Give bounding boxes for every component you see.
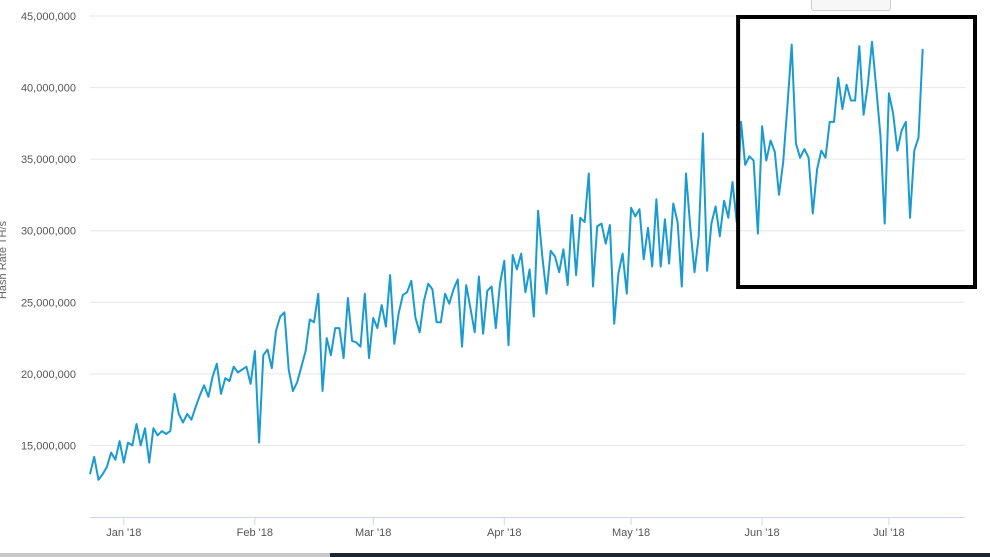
y-tick-label: 45,000,000 — [21, 11, 76, 23]
y-tick-label: 15,000,000 — [21, 440, 76, 452]
x-tick-label: May '18 — [612, 527, 650, 539]
highlight-box — [736, 15, 977, 289]
bottom-strip-light — [0, 553, 330, 557]
x-axis: Jan '18 Feb '18 Mar '18 Apr '18 May '18 Jun '… — [90, 517, 965, 539]
x-tick-label: Apr '18 — [487, 527, 522, 539]
y-tick-label: 20,000,000 — [21, 369, 76, 381]
hash-rate-series — [89, 40, 924, 481]
x-tick-label: Jul '18 — [873, 527, 904, 539]
bottom-strip — [0, 553, 990, 557]
grid-lines — [90, 15, 965, 446]
hash-rate-line — [89, 40, 924, 481]
x-tick-label: Feb '18 — [237, 527, 273, 539]
x-tick-label: Jun '18 — [745, 527, 780, 539]
y-tick-label: 40,000,000 — [21, 83, 76, 95]
y-tick-label: 25,000,000 — [21, 297, 76, 309]
y-tick-label: 30,000,000 — [21, 226, 76, 238]
bottom-strip-dark — [330, 553, 990, 557]
x-tick-label: Mar '18 — [355, 527, 391, 539]
x-tick-label: Jan '18 — [106, 527, 141, 539]
y-tick-label: 35,000,000 — [21, 154, 76, 166]
y-axis-tick-labels: 15,000,000 20,000,000 25,000,000 30,000,000… — [21, 11, 76, 452]
y-axis-title: Hash Rate TH/s — [0, 220, 9, 299]
chart-menu-button[interactable] — [811, 0, 891, 11]
